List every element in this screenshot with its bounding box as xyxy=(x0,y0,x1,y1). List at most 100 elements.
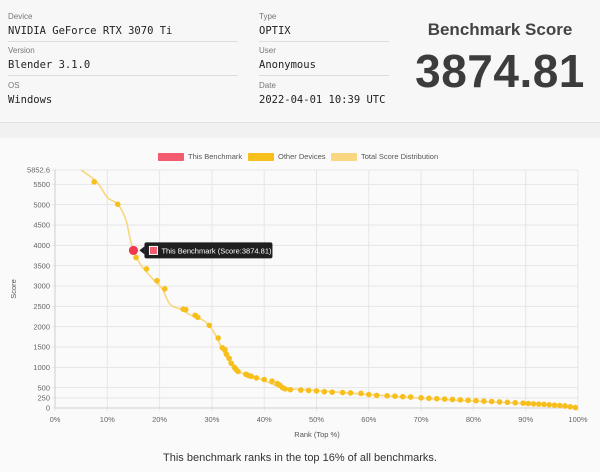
other-device-point[interactable] xyxy=(287,386,294,393)
other-device-point[interactable] xyxy=(313,388,320,394)
version-value: Blender 3.1.0 xyxy=(8,59,91,71)
other-device-point[interactable] xyxy=(162,286,168,292)
other-device-point[interactable] xyxy=(261,376,268,383)
other-device-point[interactable] xyxy=(305,387,312,394)
legend-item-total-distribution[interactable]: Total Score Distribution xyxy=(331,152,438,162)
tooltip-box xyxy=(144,242,273,259)
legend-item-this-benchmark[interactable]: This Benchmark xyxy=(158,152,242,162)
type-value: OPTIX xyxy=(259,25,291,37)
other-device-point[interactable] xyxy=(496,399,503,405)
other-device-point[interactable] xyxy=(567,403,573,410)
other-device-point[interactable] xyxy=(206,322,213,329)
version-field: Version Blender 3.1.0 xyxy=(8,46,238,76)
chart-card xyxy=(0,138,600,472)
other-device-point[interactable] xyxy=(182,306,189,313)
other-device-point[interactable] xyxy=(282,386,288,392)
other-device-point[interactable] xyxy=(426,395,432,402)
other-device-point[interactable] xyxy=(546,401,553,408)
other-device-point[interactable] xyxy=(457,397,464,403)
y-tick-label: 3000 xyxy=(33,282,50,291)
legend-swatch xyxy=(158,153,184,162)
other-device-point[interactable] xyxy=(562,403,568,409)
version-label: Version xyxy=(8,46,35,55)
other-device-point[interactable] xyxy=(228,360,235,367)
x-tick-label: 0% xyxy=(50,415,61,424)
tooltip-text: This Benchmark (Score:3874.81) xyxy=(161,246,272,255)
y-tick-label: 5000 xyxy=(33,200,50,209)
legend-item-other-devices[interactable]: Other Devices xyxy=(248,152,326,162)
score-value: 3874.81 xyxy=(415,45,585,97)
other-device-point[interactable] xyxy=(407,394,414,400)
data-points[interactable] xyxy=(91,179,579,411)
device-field: Device NVIDIA GeForce RTX 3070 Ti xyxy=(8,12,238,42)
other-device-point[interactable] xyxy=(248,373,254,380)
other-device-point[interactable] xyxy=(399,393,406,400)
other-device-point[interactable] xyxy=(556,402,563,409)
other-device-point[interactable] xyxy=(194,314,201,321)
other-device-point[interactable] xyxy=(222,347,228,353)
other-device-point[interactable] xyxy=(373,392,380,399)
other-device-point[interactable] xyxy=(366,391,372,398)
legend-label: Other Devices xyxy=(278,152,326,161)
other-device-point[interactable] xyxy=(418,395,424,401)
x-tick-label: 80% xyxy=(466,415,481,424)
other-device-point[interactable] xyxy=(143,266,150,272)
other-device-point[interactable] xyxy=(298,387,304,393)
other-device-point[interactable] xyxy=(215,335,221,341)
other-device-point[interactable] xyxy=(512,399,519,406)
other-device-point[interactable] xyxy=(520,400,526,406)
other-device-point[interactable] xyxy=(504,399,511,406)
other-device-point[interactable] xyxy=(572,404,579,411)
other-device-point[interactable] xyxy=(551,402,558,408)
type-field: Type OPTIX xyxy=(259,12,389,42)
other-device-point[interactable] xyxy=(235,368,241,375)
this-benchmark-point[interactable] xyxy=(128,245,139,256)
other-device-point[interactable] xyxy=(339,389,346,396)
rank-summary: This benchmark ranks in the top 16% of a… xyxy=(163,452,437,464)
x-tick-label: 40% xyxy=(257,415,272,424)
tooltip-swatch xyxy=(148,245,158,255)
divider xyxy=(8,75,238,76)
y-tick-label: 5852.6 xyxy=(27,166,50,175)
other-device-point[interactable] xyxy=(535,401,542,407)
other-device-point[interactable] xyxy=(329,389,335,395)
other-device-point[interactable] xyxy=(541,401,547,408)
other-device-point[interactable] xyxy=(433,395,440,402)
other-device-point[interactable] xyxy=(347,390,354,396)
x-axis-label: Rank (Top %) xyxy=(294,430,340,439)
user-label: User xyxy=(259,46,276,55)
divider xyxy=(259,75,389,76)
legend-swatch xyxy=(248,153,274,162)
other-device-point[interactable] xyxy=(392,393,398,400)
divider xyxy=(259,41,389,42)
y-tick-label: 1000 xyxy=(33,363,50,372)
other-device-point[interactable] xyxy=(530,401,537,407)
other-device-point[interactable] xyxy=(91,179,98,185)
other-device-point[interactable] xyxy=(226,355,232,362)
chart-tooltip: This Benchmark (Score:3874.81) xyxy=(139,242,273,259)
date-value: 2022-04-01 10:39 UTC xyxy=(259,94,386,106)
other-device-point[interactable] xyxy=(358,390,364,397)
y-tick-label: 1500 xyxy=(33,343,50,352)
other-device-point[interactable] xyxy=(384,393,390,399)
other-device-point[interactable] xyxy=(449,396,456,403)
y-tick-label: 3500 xyxy=(33,261,50,270)
y-tick-label: 250 xyxy=(37,393,50,402)
os-label: OS xyxy=(8,81,20,90)
other-device-point[interactable] xyxy=(114,201,121,208)
distribution-curve xyxy=(80,169,573,408)
other-device-point[interactable] xyxy=(321,388,328,395)
other-device-point[interactable] xyxy=(223,351,230,358)
other-device-point[interactable] xyxy=(133,254,139,261)
other-device-point[interactable] xyxy=(269,378,275,384)
chart-grid xyxy=(52,169,579,411)
other-device-point[interactable] xyxy=(481,398,487,404)
other-device-point[interactable] xyxy=(465,397,471,404)
other-device-point[interactable] xyxy=(488,398,495,405)
other-device-point[interactable] xyxy=(253,375,260,381)
other-device-point[interactable] xyxy=(473,397,479,404)
other-device-point[interactable] xyxy=(525,400,532,407)
other-device-point[interactable] xyxy=(154,277,160,284)
other-device-point[interactable] xyxy=(441,396,448,402)
